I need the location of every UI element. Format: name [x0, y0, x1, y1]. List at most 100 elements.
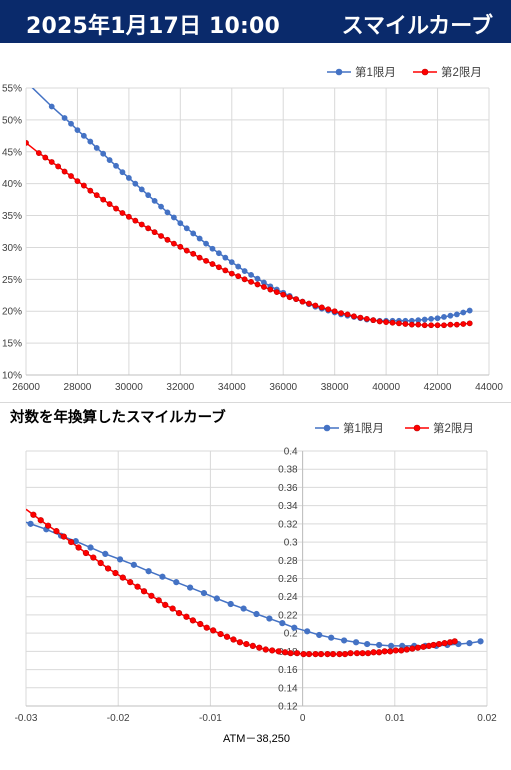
data-point [200, 589, 208, 597]
y-tick-label: 20% [2, 307, 22, 318]
data-point [227, 600, 234, 608]
data-point [87, 187, 94, 194]
data-point [203, 240, 209, 247]
data-point [286, 294, 293, 301]
data-point [421, 322, 428, 329]
y-tick-label: 0.36 [278, 483, 298, 494]
data-point [68, 120, 74, 127]
data-point [55, 163, 62, 170]
data-point [222, 267, 229, 274]
y-tick-label: 25% [2, 275, 22, 286]
data-point [299, 298, 306, 305]
data-point [87, 138, 94, 145]
data-point [338, 310, 344, 317]
data-point [262, 646, 269, 653]
data-point [241, 276, 248, 283]
legend-label: 第1限月 [343, 421, 384, 435]
data-point [376, 318, 383, 325]
data-point [364, 650, 372, 657]
x-tick-label: 26000 [12, 382, 40, 393]
y-tick-label: 0.4 [284, 447, 298, 458]
data-point [177, 243, 184, 250]
data-point [138, 221, 145, 228]
data-point [466, 307, 473, 314]
data-point [453, 311, 460, 318]
data-point [305, 650, 313, 658]
data-point [145, 568, 152, 575]
data-point [241, 268, 248, 274]
y-tick-label: 30% [2, 243, 22, 254]
data-point [398, 647, 405, 654]
series-line [26, 508, 455, 655]
data-point [196, 235, 203, 242]
y-tick-label: 35% [2, 211, 22, 222]
data-point [75, 544, 82, 551]
series-line [26, 521, 481, 647]
y-tick-label: 40% [2, 179, 22, 190]
data-point [148, 592, 155, 599]
data-point [177, 220, 184, 227]
data-point [441, 640, 448, 647]
data-point [293, 650, 301, 657]
header-title: スマイルカーブ [341, 14, 493, 39]
data-point [336, 650, 343, 658]
data-point [261, 284, 267, 290]
data-point [428, 315, 435, 322]
data-point [228, 259, 235, 266]
y-tick-label: 0.34 [278, 501, 298, 512]
x-tick-label: 30000 [115, 382, 143, 393]
page-header: 2025年1月17日 10:00 スマイルカーブ [0, 0, 511, 43]
data-point [353, 650, 361, 657]
data-point [209, 261, 216, 267]
data-point [453, 321, 460, 328]
data-point [217, 630, 224, 638]
legend-label: 第1限月 [355, 65, 396, 79]
data-point [304, 628, 311, 635]
data-point [162, 601, 169, 609]
data-point [68, 173, 74, 179]
y-tick-label: 0.2 [284, 629, 298, 640]
data-point [197, 620, 204, 628]
data-point [383, 319, 390, 325]
data-point [477, 638, 484, 645]
legend-entry: 第1限月 [327, 65, 396, 79]
data-point [169, 605, 176, 612]
data-point [291, 624, 298, 631]
data-point [104, 565, 112, 572]
data-point [430, 641, 437, 649]
data-point [27, 520, 34, 527]
data-point [145, 225, 152, 232]
data-point [363, 315, 370, 322]
data-point [106, 157, 113, 163]
data-point [460, 309, 467, 316]
data-point [324, 650, 331, 658]
data-point [344, 311, 351, 318]
data-point [266, 615, 273, 622]
smile-curve-chart: 10% 15% 20% 25% 30% 35% 40% 45% 50% 55% 26000 28000… [0, 48, 511, 403]
data-point [190, 250, 197, 257]
data-point [254, 275, 261, 282]
legend-marker [413, 424, 421, 432]
data-point [420, 643, 427, 650]
data-point [466, 640, 473, 647]
data-point [127, 579, 134, 586]
data-point [203, 624, 210, 631]
data-point [275, 648, 282, 655]
data-point [80, 182, 87, 189]
data-point [30, 511, 37, 518]
data-point [106, 201, 113, 207]
data-point [97, 559, 104, 567]
data-point [61, 168, 68, 175]
data-point [132, 217, 139, 224]
data-point [280, 291, 287, 298]
data-point [190, 230, 197, 237]
data-point [306, 300, 312, 307]
data-point [203, 257, 209, 264]
data-point [112, 569, 119, 577]
data-point [409, 645, 416, 652]
data-point [253, 610, 260, 618]
data-point [235, 273, 242, 280]
y-tick-label: 0.22 [278, 610, 298, 621]
data-point [74, 127, 81, 133]
x-tick-label: 0.02 [477, 713, 497, 724]
